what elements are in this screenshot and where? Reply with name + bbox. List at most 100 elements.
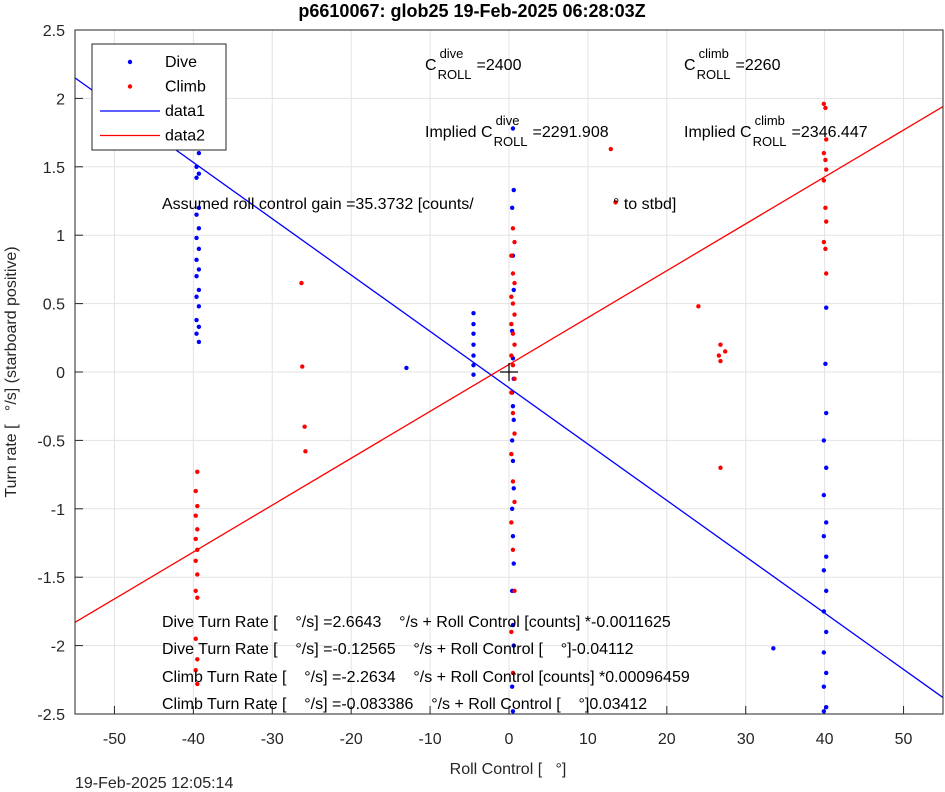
point	[511, 643, 516, 648]
point	[194, 212, 199, 217]
point	[511, 486, 516, 491]
point	[196, 246, 202, 252]
point	[512, 499, 517, 505]
x-tick-label: 30	[737, 731, 755, 748]
point	[509, 520, 514, 525]
point	[718, 358, 723, 364]
point	[510, 410, 516, 416]
point	[824, 465, 829, 470]
point	[613, 200, 618, 205]
point	[821, 533, 827, 539]
x-tick-label: -10	[419, 731, 442, 748]
point	[512, 588, 517, 594]
point	[509, 294, 514, 299]
point	[510, 271, 516, 276]
point	[823, 157, 828, 163]
point	[511, 561, 516, 566]
gain-label-sub: ROLL	[494, 134, 528, 149]
point	[195, 595, 200, 600]
point	[510, 126, 516, 131]
point	[193, 488, 198, 494]
point	[509, 321, 514, 327]
point	[196, 205, 202, 211]
point	[512, 239, 517, 245]
gain-label-sup: climb	[755, 113, 785, 128]
point	[303, 449, 308, 454]
point	[718, 342, 723, 347]
point	[510, 547, 516, 553]
point	[723, 349, 728, 354]
y-tick-label: -0.5	[37, 433, 65, 450]
point	[510, 301, 516, 306]
gain-label-sub: ROLL	[438, 67, 472, 82]
point	[196, 324, 202, 330]
point	[510, 622, 516, 628]
footer: 19-Feb-2025 12:05:14	[75, 775, 233, 792]
y-tick-label: -2	[51, 639, 65, 656]
point	[195, 527, 200, 532]
legend-box	[91, 43, 227, 151]
point	[510, 331, 516, 336]
y-tick-label: 0	[56, 365, 65, 382]
point	[509, 253, 514, 258]
y-tick-label: 2	[56, 91, 65, 108]
point	[821, 650, 827, 655]
point	[196, 171, 202, 176]
annotation: ° to stbd]	[613, 196, 676, 213]
point	[824, 219, 829, 224]
point	[193, 636, 198, 641]
point	[193, 536, 198, 542]
y-tick-label: 1	[56, 228, 65, 245]
point	[510, 709, 516, 714]
point	[824, 670, 829, 676]
legend-label: Dive	[165, 54, 197, 71]
point	[821, 101, 827, 107]
point	[824, 554, 829, 559]
point	[194, 294, 199, 299]
point	[471, 310, 476, 316]
point	[821, 178, 827, 183]
point	[471, 353, 476, 358]
x-tick-label: 40	[816, 731, 834, 748]
point	[511, 417, 516, 423]
fit-line	[74, 77, 944, 699]
point	[195, 572, 200, 577]
point	[823, 361, 828, 366]
point	[824, 137, 829, 142]
x-tick-label: 50	[895, 731, 913, 748]
point	[196, 304, 202, 309]
point	[510, 404, 516, 409]
point	[821, 150, 827, 156]
point	[718, 465, 723, 470]
point	[512, 312, 517, 317]
point	[509, 629, 514, 635]
gain-label-sub: ROLL	[753, 134, 787, 149]
point	[716, 353, 722, 358]
y-axis-label: Turn rate [ °/s] (starboard positive)	[3, 246, 20, 497]
gain-label-value: =2346.447	[792, 124, 868, 141]
point	[821, 709, 827, 714]
point	[824, 704, 829, 710]
x-tick-label: -30	[261, 731, 284, 748]
point	[510, 479, 516, 484]
point	[512, 431, 517, 436]
y-tick-label: -1	[51, 502, 65, 519]
y-tick-label: 0.5	[43, 297, 65, 314]
y-tick-label: -1.5	[37, 570, 65, 587]
point	[194, 175, 199, 180]
annotation: Climb Turn Rate [ °/s] =-2.2634 °/s + Ro…	[162, 669, 690, 686]
legend-label: data1	[165, 103, 205, 120]
axes-box	[74, 29, 944, 715]
legend-label: data2	[165, 128, 205, 145]
point	[195, 681, 200, 687]
origin-marker	[500, 363, 518, 381]
point	[823, 246, 828, 252]
chart-title: p6610067: glob25 19-Feb-2025 06:28:03Z	[298, 1, 645, 21]
annotation: Dive Turn Rate [ °/s] =2.6643 °/s + Roll…	[162, 614, 671, 631]
y-tick-label: 2.5	[43, 23, 65, 40]
gain-label-base: C	[684, 57, 696, 74]
point	[510, 670, 516, 676]
gain-label-base: C	[425, 57, 437, 74]
x-tick-label: 20	[658, 731, 676, 748]
